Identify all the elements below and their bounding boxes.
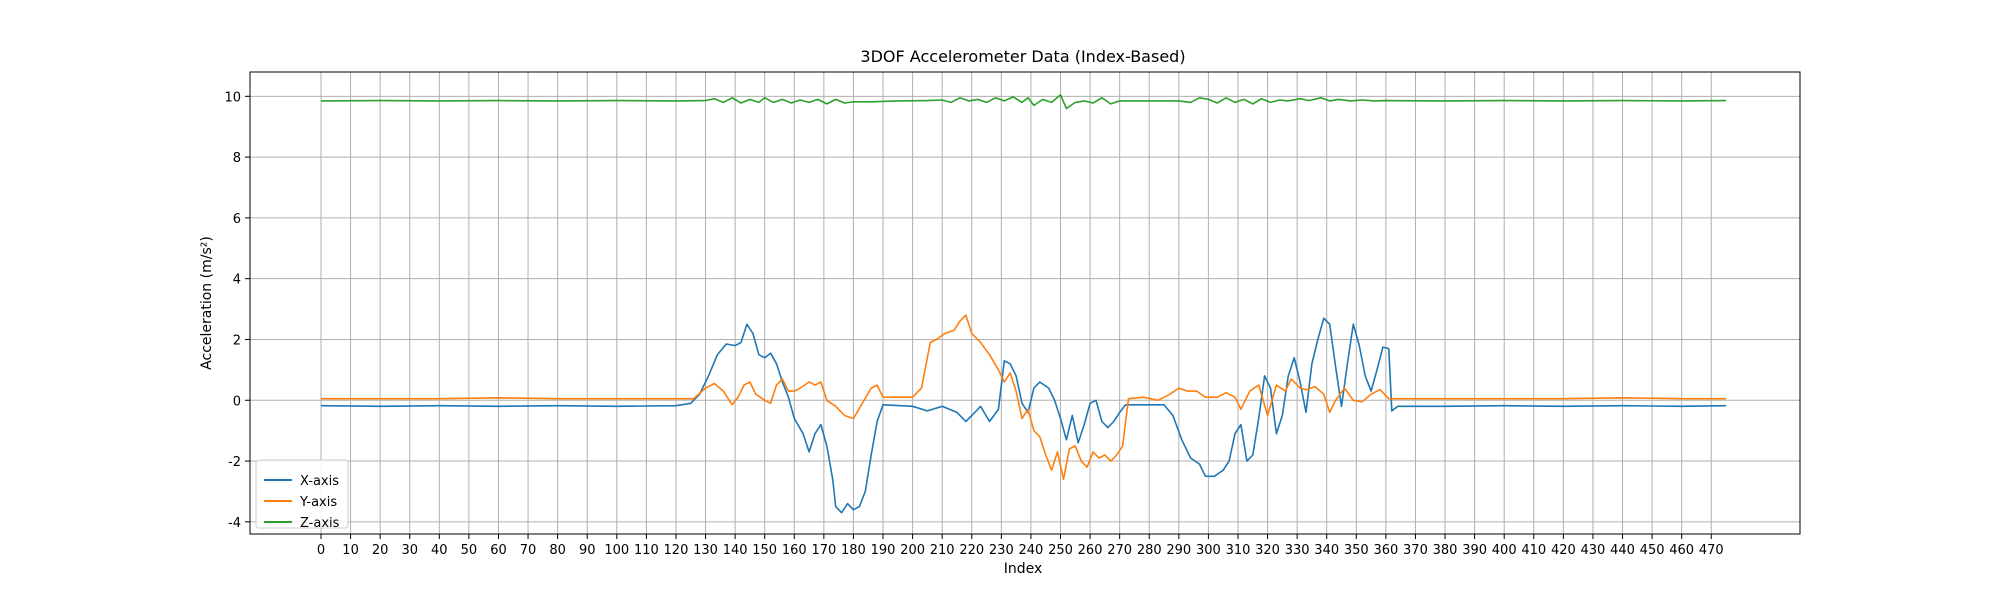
x-tick-label: 340 [1314, 543, 1339, 558]
x-tick-label: 0 [317, 543, 325, 558]
series-line-x-axis [320, 317, 1727, 514]
y-tick-label: 10 [224, 90, 241, 105]
x-tick-label: 300 [1196, 543, 1221, 558]
x-tick-label: 180 [841, 543, 866, 558]
series-line-y-axis [321, 314, 1726, 481]
x-tick-label: 250 [1048, 543, 1073, 558]
legend-box [255, 459, 349, 529]
plot-frame [249, 71, 1801, 535]
x-tick-label: 310 [1226, 543, 1251, 558]
x-tick-label: 470 [1699, 543, 1724, 558]
series-layer [320, 94, 1727, 514]
x-tick-label: 360 [1373, 543, 1398, 558]
x-tick-label: 170 [811, 543, 836, 558]
x-tick-label: 110 [634, 543, 659, 558]
x-tick-label: 50 [461, 543, 478, 558]
x-tick-label: 330 [1285, 543, 1310, 558]
x-tick-label: 200 [900, 543, 925, 558]
x-tick-label: 70 [520, 543, 537, 558]
x-ticks: 0 10 20 30 40 50 60 70 80 90 100 110 120 130 140 150 160… [317, 534, 1724, 558]
y-tick-label: 8 [233, 151, 241, 166]
grid [250, 72, 1800, 534]
chart-title: 3DOF Accelerometer Data (Index-Based) [860, 47, 1185, 66]
x-tick-label: 230 [989, 543, 1014, 558]
y-tick-label: -2 [228, 455, 241, 470]
series-line-z-axis [320, 94, 1727, 110]
x-tick-label: 160 [782, 543, 807, 558]
legend: X-axis Y-axis Z-axis [255, 459, 349, 531]
x-tick-label: 90 [579, 543, 596, 558]
x-tick-label: 210 [930, 543, 955, 558]
x-tick-label: 130 [693, 543, 718, 558]
x-tick-label: 80 [549, 543, 566, 558]
legend-entry: X-axis [300, 474, 339, 489]
x-tick-label: 370 [1403, 543, 1428, 558]
y-tick-label: -4 [228, 516, 241, 531]
x-tick-label: 350 [1344, 543, 1369, 558]
x-tick-label: 30 [401, 543, 418, 558]
x-tick-label: 410 [1521, 543, 1546, 558]
x-axis-label: Index [1004, 561, 1043, 577]
x-tick-label: 440 [1610, 543, 1635, 558]
y-axis-label: Acceleration (m/s²) [199, 236, 215, 370]
x-tick-label: 400 [1492, 543, 1517, 558]
x-tick-label: 220 [959, 543, 984, 558]
x-tick-label: 150 [752, 543, 777, 558]
y-ticks: -4 -2 0 2 4 6 8 10 [224, 90, 250, 531]
x-tick-label: 320 [1255, 543, 1280, 558]
x-tick-label: 40 [431, 543, 448, 558]
y-tick-label: 6 [233, 212, 241, 227]
y-tick-label: 4 [233, 273, 241, 288]
x-tick-label: 10 [342, 543, 359, 558]
x-tick-label: 390 [1462, 543, 1487, 558]
x-tick-label: 20 [372, 543, 389, 558]
y-tick-label: 0 [233, 394, 241, 409]
x-tick-label: 270 [1107, 543, 1132, 558]
legend-entry: Z-axis [300, 516, 340, 531]
x-tick-label: 240 [1019, 543, 1044, 558]
x-tick-label: 140 [723, 543, 748, 558]
x-tick-label: 120 [664, 543, 689, 558]
x-tick-label: 60 [490, 543, 507, 558]
x-tick-label: 100 [604, 543, 629, 558]
x-tick-label: 420 [1551, 543, 1576, 558]
y-tick-label: 2 [233, 333, 241, 348]
x-tick-label: 290 [1166, 543, 1191, 558]
x-tick-label: 280 [1137, 543, 1162, 558]
x-tick-label: 380 [1433, 543, 1458, 558]
x-tick-label: 260 [1078, 543, 1103, 558]
x-tick-label: 450 [1640, 543, 1665, 558]
x-tick-label: 460 [1669, 543, 1694, 558]
x-tick-label: 430 [1581, 543, 1606, 558]
legend-entry: Y-axis [299, 495, 337, 510]
x-tick-label: 190 [871, 543, 896, 558]
